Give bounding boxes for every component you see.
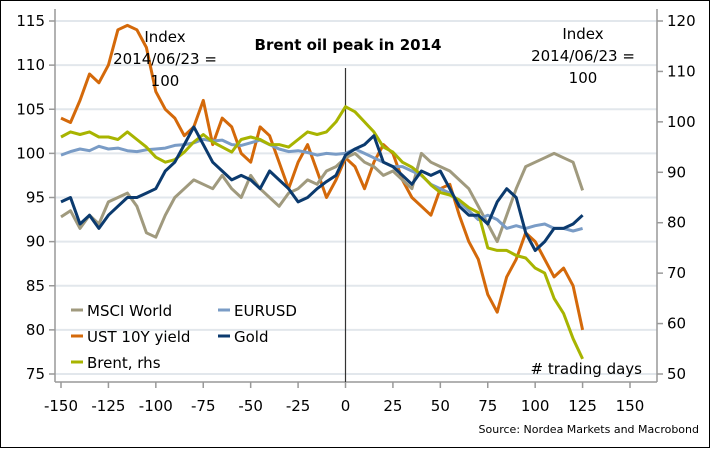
y-left-tick-label: 90 — [26, 233, 45, 251]
x-tick-label: 100 — [521, 397, 550, 415]
y-right-tick-label: 120 — [667, 12, 696, 30]
x-tick-label: 75 — [478, 397, 497, 415]
x-tick-label: -100 — [139, 397, 173, 415]
y-right-tick-label: 90 — [667, 163, 686, 181]
legend-label-eurusd: EURUSD — [234, 302, 297, 320]
x-tick-label: 150 — [616, 397, 645, 415]
y-left-tick-label: 100 — [16, 144, 45, 162]
legend-label-brent: Brent, rhs — [87, 354, 161, 372]
y-left-tick-label: 95 — [26, 189, 45, 207]
annotation-right-line3: 100 — [569, 69, 598, 87]
y-left-tick-label: 115 — [16, 12, 45, 30]
y-left-tick-label: 85 — [26, 277, 45, 295]
legend-label-ust-10y-yield: UST 10Y yield — [87, 328, 190, 346]
y-right-tick-label: 70 — [667, 264, 686, 282]
annotation-right-line2: 2014/06/23 = — [531, 47, 635, 65]
y-right-tick-label: 80 — [667, 214, 686, 232]
annotation-right-line1: Index — [562, 25, 603, 43]
annotation-right: Index 2014/06/23 = 100 — [531, 25, 635, 87]
legend: MSCI World EURUSD UST 10Y yield Gold Bre… — [71, 302, 297, 372]
series-line-gold — [60, 125, 584, 252]
series-lines — [60, 23, 585, 360]
chart-title: Brent oil peak in 2014 — [255, 36, 442, 54]
y-right-tick-label: 100 — [667, 113, 696, 131]
x-tick-label: -75 — [191, 397, 216, 415]
y-left-tick-label: 75 — [26, 365, 45, 383]
x-tick-label: -50 — [238, 397, 263, 415]
y-left-tick-label: 80 — [26, 321, 45, 339]
annotation-left-line1: Index — [144, 28, 185, 46]
x-tick-label: -150 — [44, 397, 78, 415]
annotation-left-line2: 2014/06/23 = — [113, 50, 217, 68]
source-note: Source: Nordea Markets and Macrobond — [479, 423, 699, 436]
y-right-tick-label: 50 — [667, 365, 686, 383]
x-tick-label: -25 — [286, 397, 311, 415]
x-tick-label: -125 — [91, 397, 125, 415]
x-tick-label: 125 — [568, 397, 597, 415]
legend-label-msci-world: MSCI World — [87, 302, 172, 320]
y-right-tick-label: 110 — [667, 62, 696, 80]
axis-labels: 75 80 85 90 95 100 105 110 115 50 60 70 80 90 100 110 12… — [16, 12, 695, 415]
series-line-brent-rhs — [60, 105, 584, 360]
annotation-left: Index 2014/06/23 = 100 — [113, 28, 217, 90]
axes — [49, 9, 663, 388]
x-axis-title: # trading days — [531, 360, 643, 378]
legend-label-gold: Gold — [234, 328, 269, 346]
series-line-msci-world — [60, 151, 585, 244]
y-left-tick-label: 110 — [16, 56, 45, 74]
x-tick-label: 25 — [383, 397, 402, 415]
y-left-tick-label: 105 — [16, 100, 45, 118]
x-tick-label: 0 — [341, 397, 351, 415]
y-right-tick-label: 60 — [667, 315, 686, 333]
annotation-left-line3: 100 — [151, 72, 180, 90]
x-tick-label: 50 — [431, 397, 450, 415]
